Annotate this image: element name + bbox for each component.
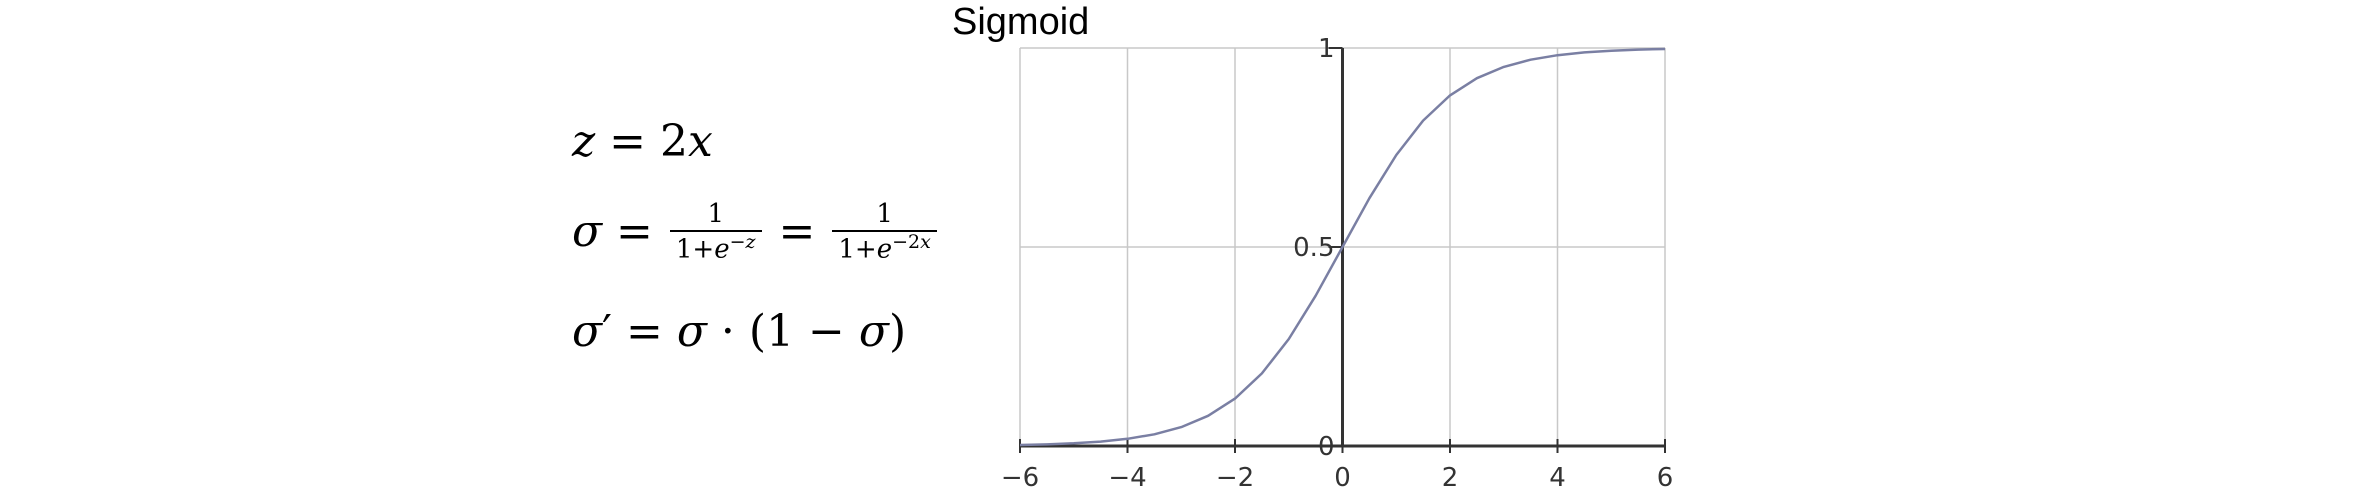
tick-label-layer: −6 −4 −2 0 2 4 6 0 0.5 1 (1001, 34, 1673, 493)
sigmoid-curve (1019, 47, 1666, 447)
formula-block: z = 2x σ = 1 1+e−z = 1 1+e−2x σ′ = σ · (1 … (572, 110, 992, 370)
axis-layer (1019, 47, 1666, 453)
x-tick-label: −6 (1001, 463, 1039, 493)
chart-title: Sigmoid (952, 1, 1090, 43)
x-tick-label: 6 (1657, 463, 1674, 493)
x-tick-label: −2 (1216, 463, 1254, 493)
x-tick-label: −4 (1108, 463, 1146, 493)
x-tick-label: 2 (1442, 463, 1459, 493)
x-tick-label: 4 (1549, 463, 1566, 493)
fraction-1: 1 1+e−z (669, 199, 762, 265)
formula-z: z = 2x (572, 116, 713, 167)
y-tick-label: 1 (1318, 34, 1335, 64)
y-tick-label: 0.5 (1293, 233, 1334, 263)
y-tick-label: 0 (1318, 432, 1335, 462)
fraction-2: 1 1+e−2x (832, 199, 937, 265)
formula-derivative: σ′ = σ · (1 − σ) (572, 306, 907, 357)
formula-sigma: σ = 1 1+e−z = 1 1+e−2x (572, 199, 940, 267)
curve-layer (1019, 47, 1666, 447)
x-tick-label: 0 (1334, 463, 1351, 493)
